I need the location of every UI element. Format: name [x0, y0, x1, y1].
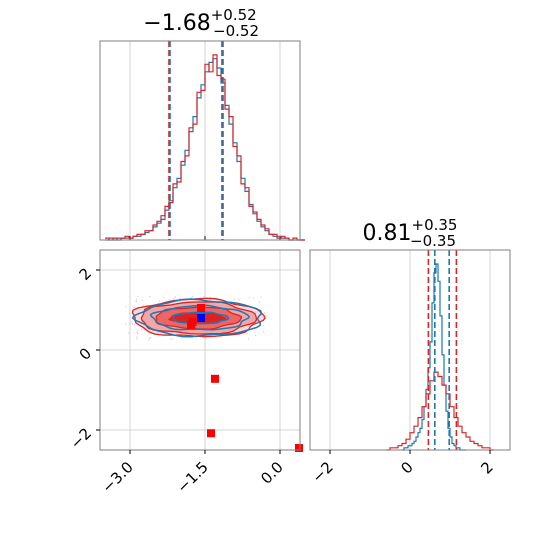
- sample-point: [168, 299, 170, 301]
- sample-point: [254, 334, 257, 337]
- marker-square-2: [187, 321, 195, 330]
- histogram-series-0: [402, 263, 466, 451]
- x-tick-label: 2: [477, 458, 496, 477]
- joint-x-ticks: −3.0 −1.5 0.0: [98, 450, 287, 497]
- marginal-x-panel: −1.68+0.52 −0.52: [99, 6, 305, 241]
- sample-point: [136, 333, 139, 335]
- blue-contour-level-1: [149, 304, 250, 331]
- sample-point: [128, 312, 130, 315]
- sample-point: [233, 298, 235, 300]
- sample-point: [263, 312, 266, 314]
- marker-square-4: [207, 429, 215, 438]
- marker-square-6: [197, 314, 205, 322]
- sample-point: [148, 339, 150, 341]
- sample-point: [265, 314, 267, 317]
- marker-square-0: [197, 304, 205, 312]
- sample-point: [141, 328, 143, 330]
- sample-point: [133, 323, 135, 326]
- sample-point: [135, 300, 137, 302]
- sample-point: [136, 336, 138, 338]
- sample-point: [195, 337, 198, 339]
- sample-point: [137, 295, 139, 298]
- sample-point: [144, 329, 146, 331]
- marginal-x-series: [105, 54, 305, 241]
- joint-blue-contours: [131, 298, 263, 338]
- joint-panel: −3.0 −1.5 0.0 −2 0 2: [67, 249, 303, 497]
- sample-point: [238, 299, 240, 301]
- sample-point: [149, 295, 151, 298]
- sample-point: [203, 295, 205, 298]
- x-tick-label: −2: [308, 458, 336, 486]
- x-tick-label: 0.0: [257, 458, 287, 488]
- sample-point: [142, 304, 144, 306]
- sample-point: [180, 337, 183, 340]
- sample-point: [135, 298, 138, 300]
- sample-point: [136, 338, 138, 340]
- joint-markers: [187, 304, 303, 452]
- marginal-x-frame: [99, 40, 301, 241]
- sample-point: [252, 297, 255, 299]
- sample-point: [262, 325, 265, 327]
- sample-point: [131, 323, 134, 326]
- blue-contour-level-0: [172, 311, 230, 325]
- x-tick-label: 0: [397, 458, 416, 477]
- histogram-series-1: [386, 371, 494, 451]
- sample-point: [172, 338, 174, 340]
- sample-point: [125, 306, 127, 308]
- sample-point: [158, 300, 161, 302]
- y-tick-label: 2: [76, 264, 95, 283]
- histogram-series-1: [105, 54, 305, 241]
- sample-point: [174, 296, 176, 298]
- sample-point: [170, 338, 172, 340]
- sample-point: [204, 338, 207, 340]
- marginal-x-title: −1.68+0.52 −0.52: [143, 6, 259, 40]
- marker-square-5: [295, 444, 303, 452]
- marginal-y-series: [386, 263, 494, 451]
- sample-point: [190, 296, 193, 299]
- sample-point: [262, 331, 265, 333]
- x-tick-label: −1.5: [173, 458, 211, 496]
- sample-point: [202, 337, 205, 339]
- y-tick-label: 0: [76, 344, 95, 363]
- marginal-y-quantile-lines: [427, 250, 458, 450]
- sample-point: [148, 337, 151, 340]
- y-tick-label: −2: [67, 424, 95, 452]
- sample-point: [127, 332, 130, 334]
- sample-point: [129, 322, 131, 324]
- x-tick-label: −3.0: [98, 458, 136, 496]
- sample-point: [246, 332, 248, 335]
- marginal-y-grid: [329, 250, 491, 450]
- sample-point: [141, 299, 144, 302]
- sample-point: [247, 338, 250, 340]
- sample-point: [258, 301, 261, 303]
- marginal-y-title: 0.81+0.35 −0.35: [363, 216, 458, 250]
- marginal-x-quantile-lines: [168, 41, 224, 240]
- sample-point: [125, 323, 127, 325]
- sample-point: [131, 321, 133, 323]
- sample-point: [192, 295, 194, 298]
- sample-point: [260, 296, 262, 298]
- marginal-y-x-ticks: −2 0 2: [308, 450, 497, 486]
- marker-square-3: [211, 374, 219, 383]
- joint-grid: [100, 250, 300, 450]
- sample-point: [136, 330, 139, 332]
- marginal-y-panel: −2 0 2 0.81+0.35 −0.35: [308, 216, 511, 486]
- joint-y-ticks: −2 0 2: [67, 264, 100, 453]
- sample-point: [173, 298, 175, 300]
- sample-point: [163, 297, 165, 299]
- sample-point: [133, 306, 135, 309]
- sample-point: [248, 296, 251, 299]
- blue-contour-level-2: [131, 298, 263, 338]
